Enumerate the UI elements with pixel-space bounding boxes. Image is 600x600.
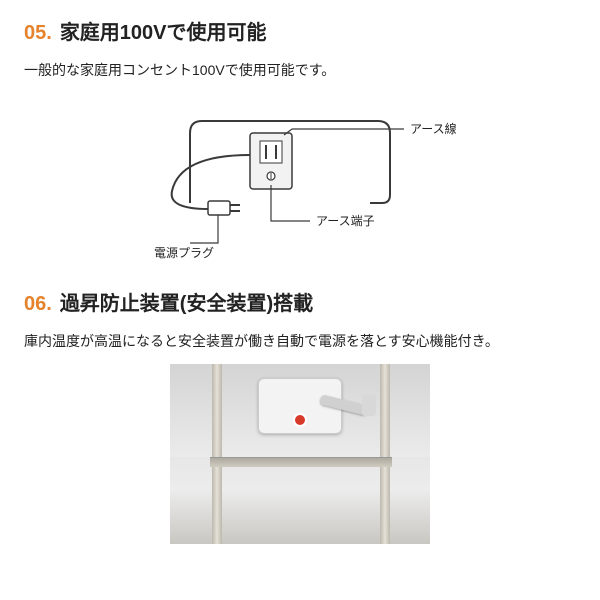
- section-number: 05.: [24, 22, 52, 45]
- section-desc: 庫内温度が高温になると安全装置が働き自動で電源を落とす安心機能付き。: [24, 330, 576, 354]
- power-diagram: アース線 アース端子 電源プラグ: [120, 93, 480, 263]
- heading-05: 05. 家庭用100Vで使用可能: [24, 16, 576, 45]
- section-05: 05. 家庭用100Vで使用可能 一般的な家庭用コンセント100Vで使用可能です…: [24, 16, 576, 263]
- section-title: 家庭用100Vで使用可能: [60, 16, 267, 45]
- label-earth-wire: アース線: [410, 121, 457, 136]
- label-earth-terminal: アース端子: [316, 214, 375, 228]
- safety-device-photo: [170, 364, 430, 544]
- section-desc: 一般的な家庭用コンセント100Vで使用可能です。: [24, 59, 576, 83]
- section-title: 過昇防止装置(安全装置)搭載: [60, 287, 313, 316]
- section-06: 06. 過昇防止装置(安全装置)搭載 庫内温度が高温になると安全装置が働き自動で…: [24, 287, 576, 544]
- section-number: 06.: [24, 293, 52, 316]
- diagram-wrapper: アース線 アース端子 電源プラグ: [24, 93, 576, 263]
- power-plug-icon: [208, 201, 240, 215]
- heading-06: 06. 過昇防止装置(安全装置)搭載: [24, 287, 576, 316]
- label-power-plug: 電源プラグ: [154, 246, 214, 260]
